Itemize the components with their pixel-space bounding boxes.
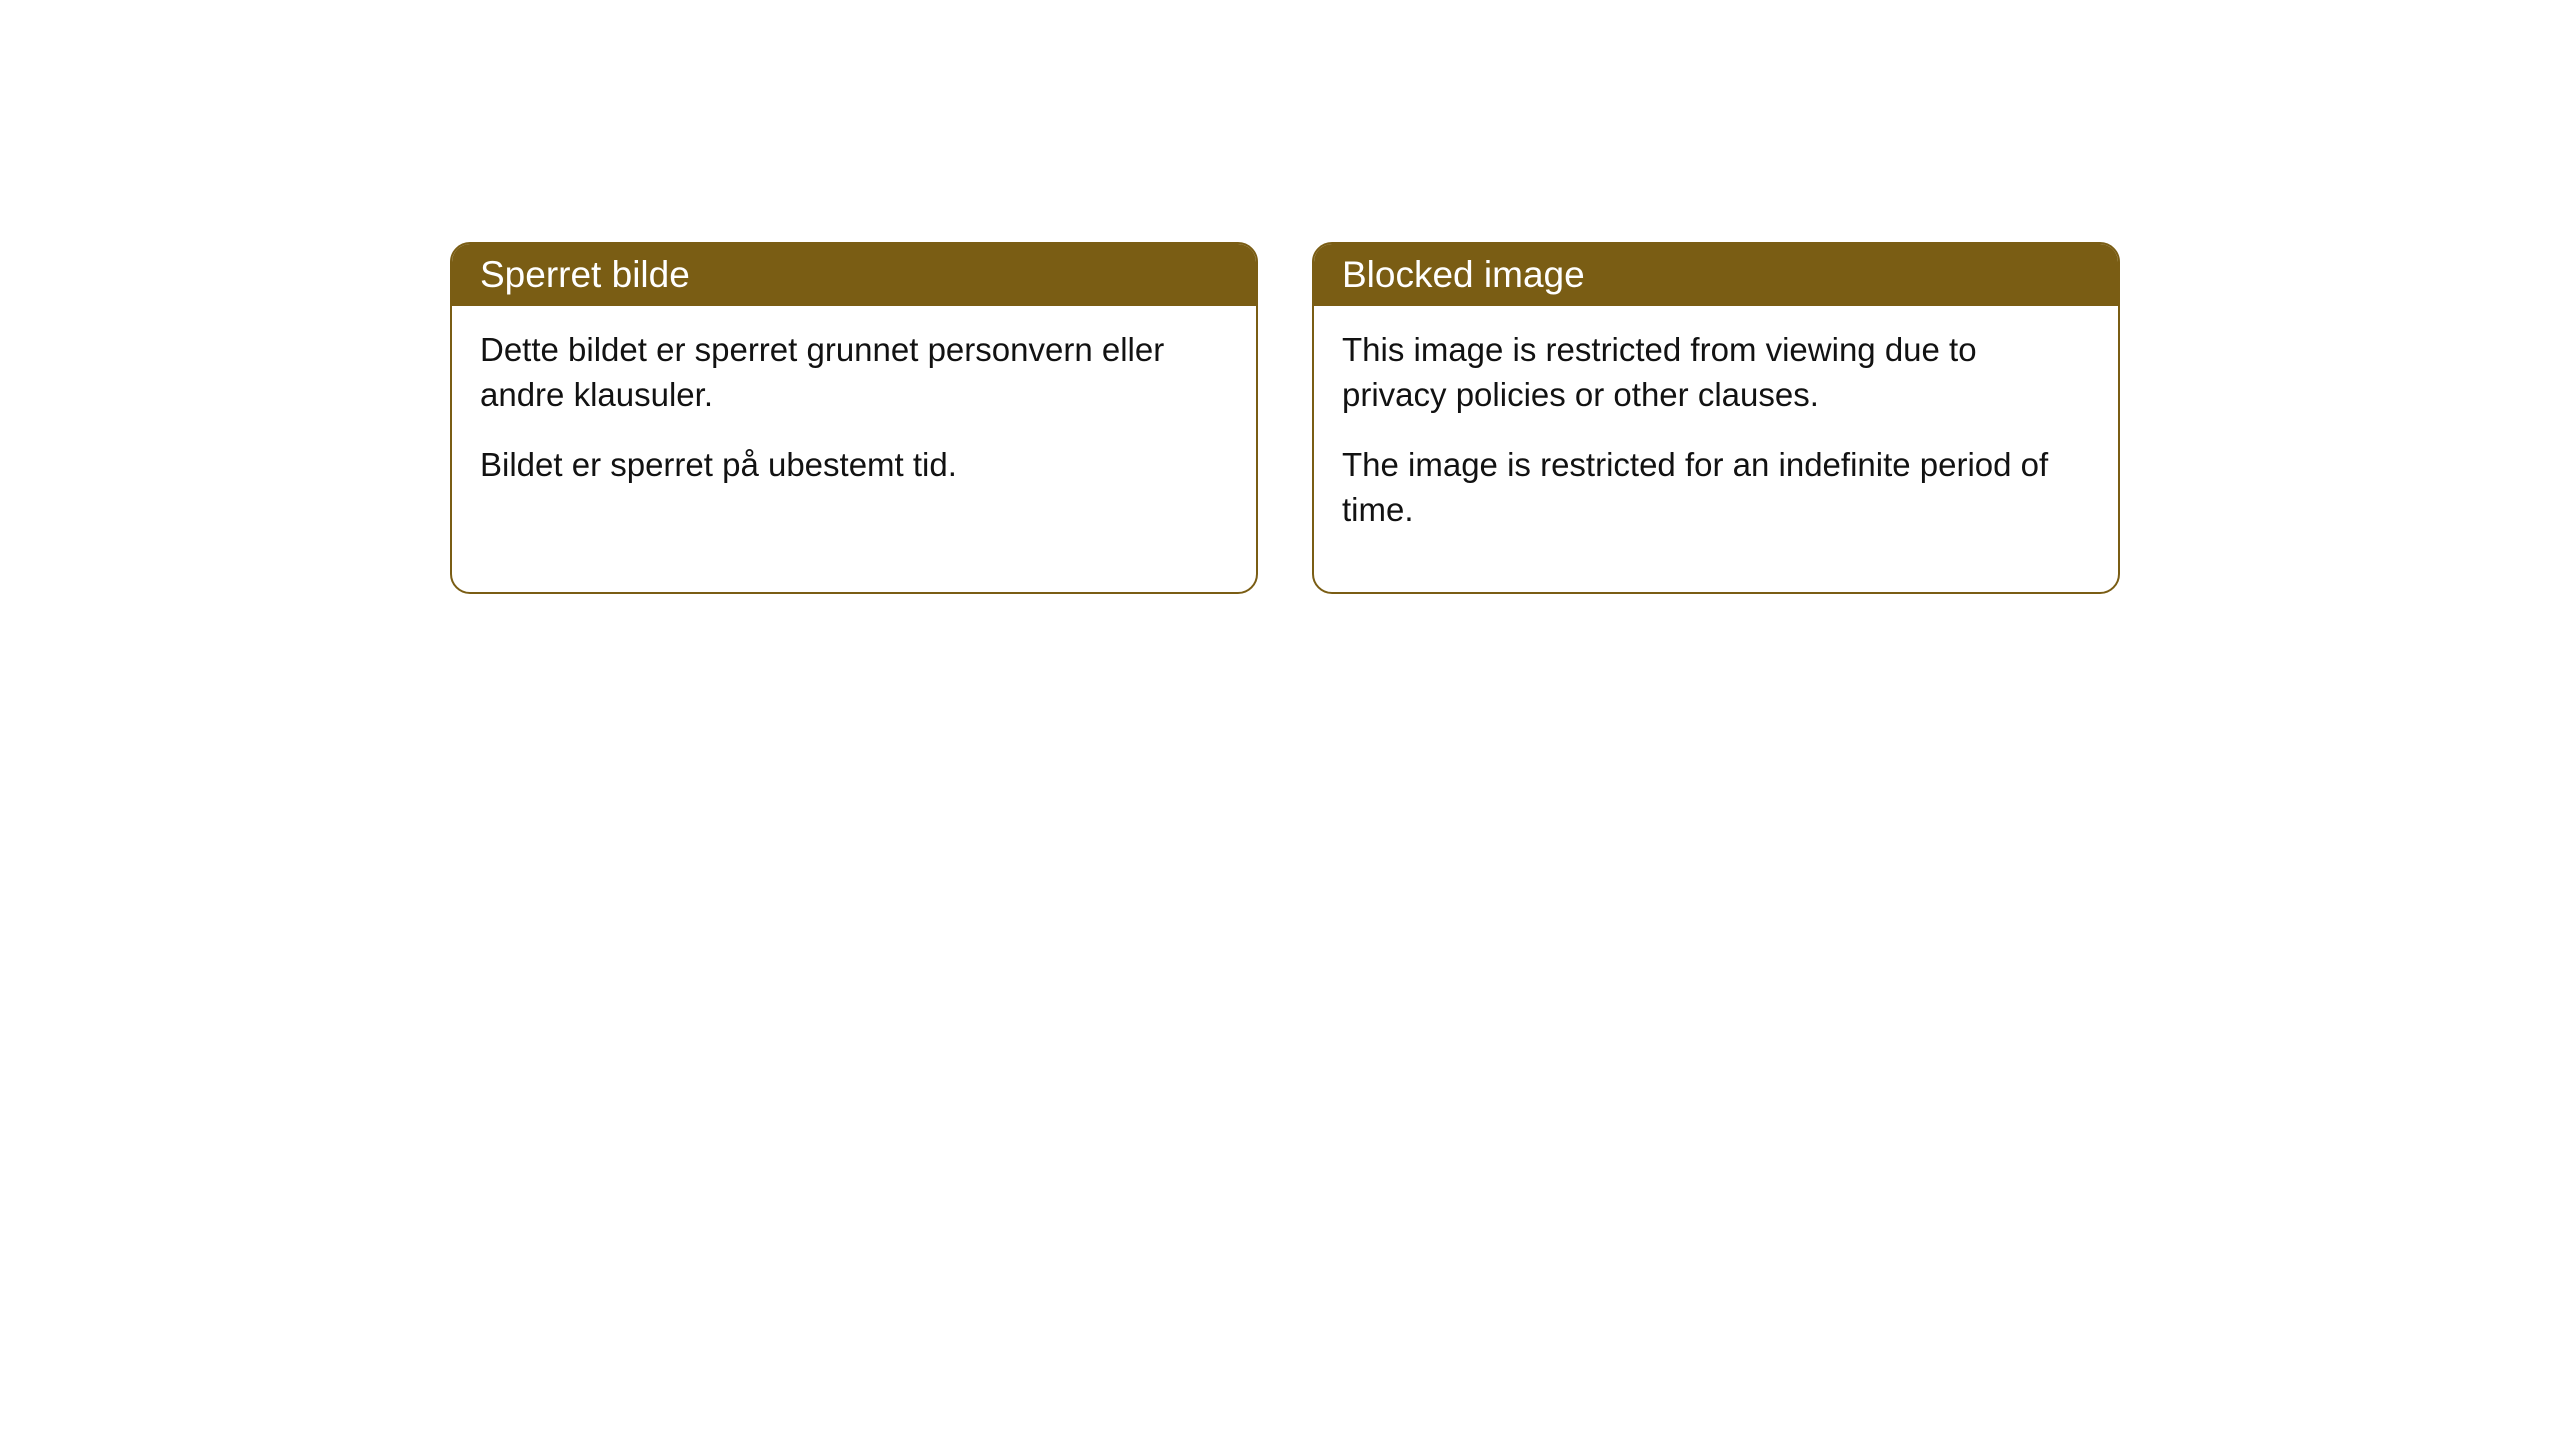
card-header: Blocked image bbox=[1314, 244, 2118, 306]
blocked-image-card-en: Blocked image This image is restricted f… bbox=[1312, 242, 2120, 594]
blocked-image-card-no: Sperret bilde Dette bildet er sperret gr… bbox=[450, 242, 1258, 594]
card-paragraph: This image is restricted from viewing du… bbox=[1342, 328, 2090, 417]
notice-cards-container: Sperret bilde Dette bildet er sperret gr… bbox=[0, 0, 2560, 594]
card-paragraph: Dette bildet er sperret grunnet personve… bbox=[480, 328, 1228, 417]
card-paragraph: The image is restricted for an indefinit… bbox=[1342, 443, 2090, 532]
card-body: This image is restricted from viewing du… bbox=[1314, 306, 2118, 592]
card-body: Dette bildet er sperret grunnet personve… bbox=[452, 306, 1256, 548]
card-paragraph: Bildet er sperret på ubestemt tid. bbox=[480, 443, 1228, 488]
card-header: Sperret bilde bbox=[452, 244, 1256, 306]
